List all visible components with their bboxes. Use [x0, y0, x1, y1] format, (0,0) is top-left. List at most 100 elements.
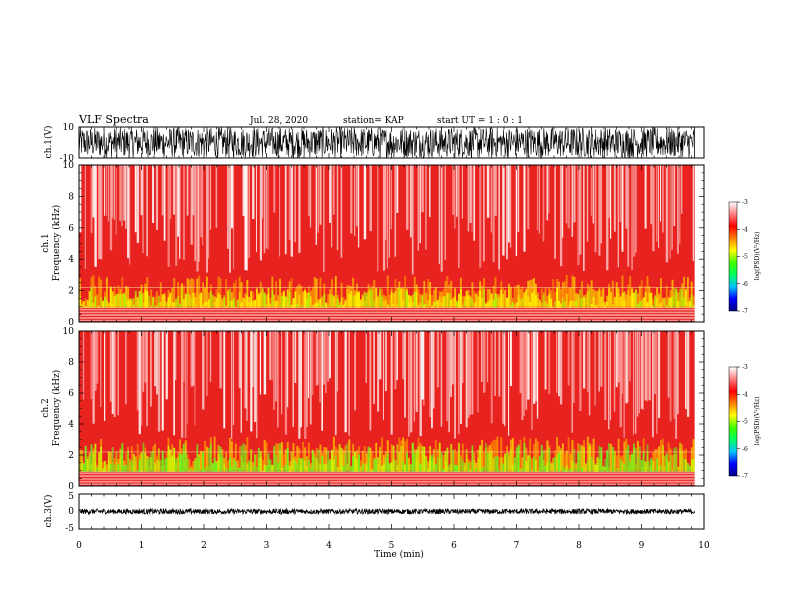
spectrogram-column	[494, 331, 496, 396]
spectrogram-column	[236, 467, 239, 473]
spectrogram-column	[284, 464, 287, 473]
spectrogram-column	[111, 291, 114, 308]
spectrogram-column	[261, 287, 264, 308]
spectrogram-column	[119, 293, 122, 308]
spectrogram-column	[432, 301, 435, 308]
spectrogram-column	[634, 289, 637, 308]
spectrogram-column	[588, 288, 591, 308]
spectrogram-column	[669, 165, 671, 259]
spectrogram-column	[365, 453, 368, 471]
spectrogram-column	[196, 304, 199, 308]
spectrogram-column	[606, 301, 609, 308]
spectrogram-column	[86, 459, 89, 473]
spectrogram-column	[255, 165, 257, 253]
spectrogram-column	[379, 331, 382, 380]
spectrogram-column	[536, 165, 539, 230]
spectrogram-column	[431, 454, 433, 473]
spectrogram-column	[279, 278, 282, 307]
spectrogram-column	[609, 331, 612, 421]
spectrogram-column	[161, 165, 164, 216]
spectrogram-column	[496, 297, 499, 308]
spectrogram-column	[336, 331, 339, 392]
spectrogram-column	[215, 462, 218, 473]
spectrogram-column	[523, 443, 526, 473]
spectrogram-column	[452, 298, 455, 308]
ch3-waveform-ylabel: ch.3(V)	[43, 495, 54, 528]
spectrogram-column	[96, 305, 99, 308]
spectrogram-column	[298, 331, 301, 439]
spectrogram-column	[138, 459, 141, 473]
spectrogram-column	[154, 296, 156, 307]
time-tick-label: 9	[639, 541, 645, 551]
spectrogram-column	[109, 288, 112, 308]
spectrogram-column	[665, 286, 668, 307]
spectrogram-column	[534, 294, 537, 308]
spectrogram-column	[427, 300, 430, 308]
spectrogram-column	[409, 331, 413, 433]
spectrogram-column	[123, 465, 126, 473]
spectrogram-column	[481, 331, 483, 382]
spectrogram-column	[386, 275, 389, 307]
spectrogram-column	[142, 292, 145, 308]
spectrogram-column	[255, 288, 258, 308]
spectrogram-column	[534, 460, 537, 473]
spectrogram-column	[309, 467, 312, 473]
spectrogram-column	[681, 289, 684, 308]
spectrogram-column	[377, 165, 379, 272]
spectrogram-column	[690, 281, 693, 307]
spectrogram-column	[127, 450, 130, 473]
spectrogram-column	[407, 457, 410, 471]
spectrogram-column	[567, 331, 570, 386]
spectrogram-column	[527, 331, 530, 400]
spectrogram-column	[273, 294, 276, 308]
time-tick-label: 6	[451, 541, 457, 551]
spectrogram-column	[304, 331, 307, 439]
spectrogram-column	[311, 286, 314, 307]
spectrogram-column	[658, 165, 660, 249]
spectrogram-column	[315, 165, 318, 245]
spectrogram-column	[669, 331, 672, 422]
spectrogram-column	[652, 331, 654, 438]
spectrogram-column	[282, 466, 285, 473]
spectrogram-column	[404, 331, 406, 418]
spectrogram-column	[406, 165, 409, 230]
spectrogram-column	[581, 281, 584, 307]
spectrogram-column	[225, 279, 228, 307]
spectrogram-column	[186, 278, 189, 307]
spectrogram-column	[150, 305, 153, 308]
spectrogram-column	[196, 278, 199, 307]
spectrogram-column	[79, 278, 81, 307]
spectrogram-column	[559, 331, 563, 405]
spectrogram-column	[492, 439, 495, 471]
ch1-waveform-ylabel: ch.1(V)	[43, 126, 54, 159]
spectrogram-column	[198, 165, 200, 262]
spectrogram-column	[656, 287, 659, 307]
spectrogram-column	[429, 165, 431, 218]
spectrogram-column	[677, 467, 680, 473]
spectrogram-column	[107, 303, 110, 308]
spectrogram-column	[307, 331, 310, 399]
spectrogram-column	[173, 302, 176, 308]
spectrogram-column	[173, 165, 175, 215]
spectrogram-column	[273, 331, 275, 410]
spectrogram-column	[483, 289, 485, 308]
spectrogram-column	[359, 299, 362, 308]
spectrogram-column	[365, 464, 368, 473]
spectrogram-column	[109, 165, 113, 251]
spectrogram-column	[255, 453, 258, 471]
spectrogram-column	[390, 288, 393, 308]
spectrogram-column	[425, 303, 428, 308]
spectrogram-column	[608, 288, 610, 308]
spectrogram-column	[475, 293, 478, 308]
spectrogram-column	[575, 463, 578, 471]
spectrogram-column	[396, 287, 399, 307]
spectrogram-column	[161, 294, 164, 308]
spectrogram-column	[90, 165, 93, 234]
spectrogram-column	[350, 165, 353, 234]
spectrogram-column	[644, 165, 647, 229]
spectrogram-column	[467, 331, 470, 418]
spectrogram-column	[646, 302, 649, 308]
spectrogram-column	[263, 292, 266, 308]
spectrogram-column	[673, 447, 676, 473]
spectrogram-column	[494, 165, 497, 216]
